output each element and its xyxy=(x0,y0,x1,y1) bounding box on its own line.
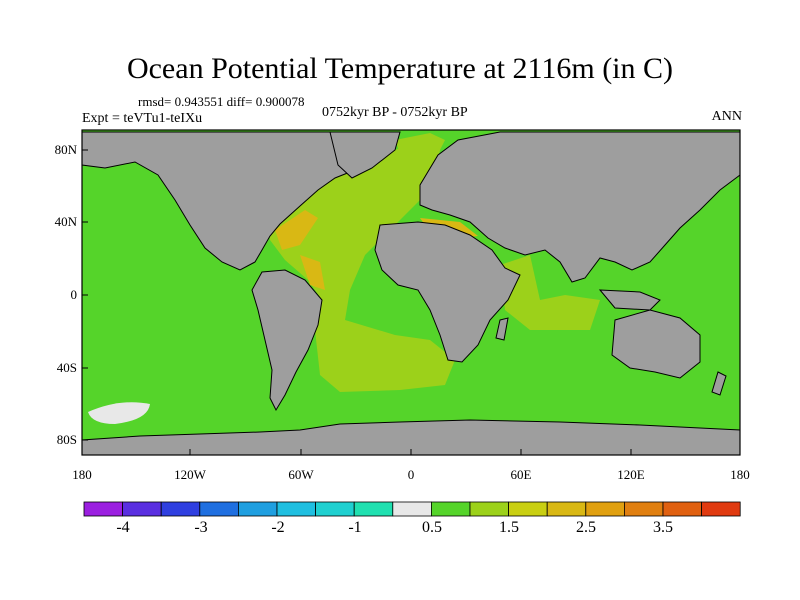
colorbar-label: 0.5 xyxy=(422,519,442,536)
colorbar-label: 3.5 xyxy=(653,519,673,536)
lat-tick-40s: 40S xyxy=(56,360,77,375)
period-label: 0752kyr BP - 0752kyr BP xyxy=(322,105,468,120)
arctic-field xyxy=(395,133,445,180)
colorbar-swatch xyxy=(469,501,509,517)
lon-tick-60w: 60W xyxy=(288,467,314,482)
colorbar-swatch xyxy=(122,501,162,517)
lat-tick-80s: 80S xyxy=(56,432,77,447)
colorbar-swatch xyxy=(237,501,278,517)
colorbar-swatch xyxy=(546,501,587,517)
colorbar-swatch xyxy=(585,501,625,517)
colorbar-swatch xyxy=(160,501,201,517)
map-area xyxy=(81,129,741,456)
colorbar-swatch xyxy=(662,501,702,517)
africa xyxy=(374,221,521,363)
colorbar-label: 2.5 xyxy=(576,519,596,536)
colorbar-label: 1.5 xyxy=(499,519,519,536)
colorbar xyxy=(83,501,741,517)
lon-tick-120e: 120E xyxy=(617,467,645,482)
colorbar-swatch xyxy=(353,501,394,517)
colorbar-label: -1 xyxy=(348,519,362,536)
south-america xyxy=(251,269,323,412)
lon-tick-0: 0 xyxy=(407,467,415,482)
maritime-continent xyxy=(598,289,661,311)
new-zealand xyxy=(711,371,727,396)
map-title: Ocean Potential Temperature at 2116m (in… xyxy=(126,52,674,85)
indian-field xyxy=(500,255,600,330)
stats-text: rmsd= 0.943551 diff= 0.900078 xyxy=(138,94,305,109)
colorbar-swatch xyxy=(83,501,123,517)
madagascar xyxy=(495,317,509,341)
colorbar-label: -2 xyxy=(271,519,285,536)
colorbar-swatch xyxy=(199,501,239,517)
lon-tick-120w: 120W xyxy=(174,467,206,482)
lat-tick-80n: 80N xyxy=(54,142,77,157)
atlantic-field xyxy=(268,140,455,392)
colorbar-swatch xyxy=(276,501,316,517)
greenland xyxy=(329,131,401,179)
lon-tick-180e: 180 xyxy=(730,467,750,482)
colorbar-swatch xyxy=(315,501,355,517)
warm-patch xyxy=(275,210,318,250)
experiment-label: Expt = teVTu1-teIXu xyxy=(82,111,203,126)
season-label: ANN xyxy=(711,109,742,124)
ice-patch xyxy=(88,402,150,424)
lon-tick-180w: 180 xyxy=(72,467,92,482)
colorbar-swatch xyxy=(430,501,471,517)
colorbar-swatch xyxy=(701,501,741,517)
colorbar-swatch xyxy=(508,501,548,517)
colorbar-label: -3 xyxy=(194,519,208,536)
colorbar-swatch xyxy=(392,501,432,517)
lat-tick-0: 0 xyxy=(70,287,78,302)
axis-ticks xyxy=(82,149,632,455)
lat-tick-40n: 40N xyxy=(54,214,77,229)
lon-tick-60e: 60E xyxy=(510,467,532,482)
colorbar-swatch xyxy=(624,501,664,517)
colorbar-label: -4 xyxy=(116,519,130,536)
warm-patch-2 xyxy=(300,255,325,290)
land xyxy=(81,131,741,456)
australia xyxy=(611,309,701,379)
